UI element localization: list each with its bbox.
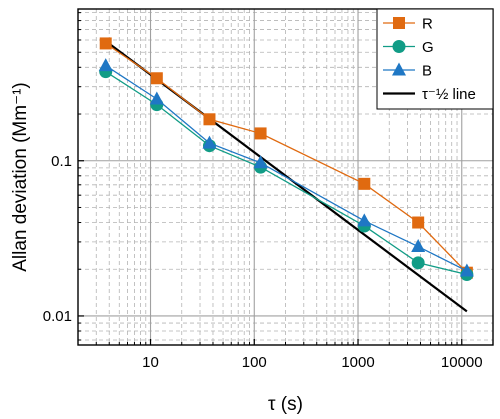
data-point — [203, 113, 216, 126]
x-tick-label: 1000 — [341, 354, 374, 371]
data-point — [149, 91, 164, 105]
y-tick-label: 0.1 — [51, 153, 72, 170]
series-b — [98, 58, 474, 277]
axis-ticks: 10 100 1000 10000 0.01 0.1 — [43, 12, 494, 371]
data-point — [98, 58, 113, 72]
y-tick-label: 0.01 — [43, 308, 72, 325]
data-point — [411, 256, 425, 270]
legend-label: R — [422, 16, 433, 33]
legend-marker — [392, 40, 406, 53]
legend-marker — [392, 62, 406, 76]
legend-label: B — [422, 63, 432, 80]
x-tick-label: 100 — [242, 354, 267, 371]
legend-label: τ⁻½ line — [422, 86, 476, 103]
legend-entry: G — [383, 39, 434, 56]
data-point — [253, 155, 268, 169]
data-point — [150, 72, 163, 85]
y-axis-label: Allan deviation (Mm⁻¹) — [10, 82, 31, 272]
data-point — [202, 135, 217, 149]
data-point — [254, 127, 267, 140]
data-point — [358, 177, 371, 190]
legend-marker — [393, 17, 405, 29]
data-point — [459, 263, 474, 277]
legend-entry: R — [383, 16, 433, 33]
x-tick-label: 10 — [142, 354, 159, 371]
data-point — [411, 239, 426, 253]
x-tick-label: 10000 — [441, 354, 483, 371]
data-point — [357, 213, 372, 227]
legend-entry: τ⁻½ line — [383, 86, 476, 103]
x-axis-label: τ (s) — [268, 394, 303, 415]
data-point — [412, 216, 425, 229]
legend-entry: B — [383, 62, 432, 80]
data-point — [99, 37, 112, 50]
legend-label: G — [422, 39, 434, 56]
series-layer — [98, 37, 474, 313]
